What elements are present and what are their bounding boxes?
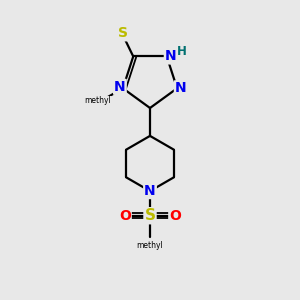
Text: methyl: methyl	[136, 241, 164, 250]
Text: N: N	[144, 184, 156, 198]
Text: H: H	[177, 45, 187, 58]
Text: N: N	[175, 81, 187, 95]
Text: O: O	[119, 209, 131, 223]
Text: methyl: methyl	[85, 96, 112, 105]
Text: N: N	[114, 80, 126, 94]
Text: S: S	[118, 26, 128, 40]
Text: S: S	[145, 208, 155, 223]
Text: O: O	[169, 209, 181, 223]
Text: N: N	[165, 50, 176, 63]
